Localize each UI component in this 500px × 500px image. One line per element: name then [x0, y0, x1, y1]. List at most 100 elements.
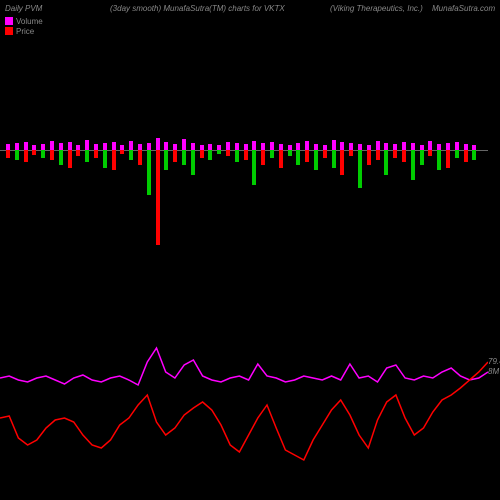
volume-bar: [252, 141, 256, 150]
price-bar: [41, 150, 45, 158]
price-bar: [358, 150, 362, 188]
volume-bar: [147, 143, 151, 150]
legend-volume-row: Volume: [5, 16, 43, 26]
price-bar: [173, 150, 177, 162]
legend-price-swatch: [5, 27, 13, 35]
volume-bar: [270, 142, 274, 150]
volume-bar: [112, 142, 116, 150]
chart-container: Daily PVM (3day smooth) MunafaSutra(TM) …: [0, 0, 500, 500]
legend: Volume Price: [5, 16, 43, 36]
price-bar: [261, 150, 265, 165]
price-bar: [191, 150, 195, 175]
volume-bar: [411, 143, 415, 150]
price-bar: [85, 150, 89, 162]
volume-bar: [332, 140, 336, 150]
price-bar: [340, 150, 344, 175]
pvm-bar-chart: [0, 100, 488, 260]
price-bar: [296, 150, 300, 165]
price-bar: [182, 150, 186, 165]
volume-bar: [191, 143, 195, 150]
price-bar: [156, 150, 160, 245]
price-bar: [138, 150, 142, 165]
price-bar: [94, 150, 98, 158]
price-bar: [305, 150, 309, 162]
legend-price-label: Price: [16, 27, 34, 36]
volume-bar: [446, 143, 450, 150]
legend-volume-swatch: [5, 17, 13, 25]
price-bar: [50, 150, 54, 160]
price-bar: [464, 150, 468, 162]
price-bar: [76, 150, 80, 156]
price-bar: [24, 150, 28, 162]
price-bar: [472, 150, 476, 160]
title-left: Daily PVM: [5, 4, 42, 13]
price-axis-label: 79.47: [488, 357, 500, 366]
price-bar: [376, 150, 380, 160]
volume-bar: [455, 142, 459, 150]
price-bar: [208, 150, 212, 160]
price-bar: [323, 150, 327, 158]
volume-bar: [129, 141, 133, 150]
volume-bar: [85, 140, 89, 150]
price-bar: [226, 150, 230, 156]
title-company: (Viking Therapeutics, Inc.): [330, 4, 423, 13]
volume-bar: [68, 142, 72, 150]
price-bar: [455, 150, 459, 158]
legend-price-row: Price: [5, 26, 43, 36]
price-bar: [200, 150, 204, 158]
title-center: (3day smooth) MunafaSutra(TM) charts for…: [110, 4, 285, 13]
price-bar: [349, 150, 353, 156]
volume-bar: [24, 142, 28, 150]
price-bar: [332, 150, 336, 168]
volume-bar: [164, 142, 168, 150]
volume-bar: [305, 141, 309, 150]
volume-bar: [340, 142, 344, 150]
price-bar: [314, 150, 318, 170]
price-bar: [147, 150, 151, 195]
price-bar: [68, 150, 72, 168]
volume-bar: [349, 143, 353, 150]
price-bar: [217, 150, 221, 154]
price-bar: [437, 150, 441, 170]
price-bar: [6, 150, 10, 158]
price-bar: [428, 150, 432, 156]
legend-volume-label: Volume: [16, 17, 43, 26]
price-bar: [32, 150, 36, 155]
volume-bar: [59, 143, 63, 150]
volume-bar: [402, 142, 406, 150]
volume-bar: [50, 141, 54, 150]
volume-bar: [156, 138, 160, 150]
volume-line: [0, 348, 488, 385]
price-line: [0, 362, 488, 460]
price-bar: [59, 150, 63, 165]
price-bar: [411, 150, 415, 180]
price-bar: [244, 150, 248, 160]
volume-bar: [261, 143, 265, 150]
price-bar: [164, 150, 168, 170]
price-bar: [235, 150, 239, 162]
title-site: MunafaSutra.com: [432, 4, 495, 13]
price-bar: [367, 150, 371, 165]
volume-bar: [384, 143, 388, 150]
price-bar: [384, 150, 388, 175]
volume-bar: [235, 143, 239, 150]
price-bar: [103, 150, 107, 168]
price-volume-line-chart: [0, 340, 488, 480]
price-bar: [288, 150, 292, 156]
price-bar: [129, 150, 133, 160]
price-bar: [279, 150, 283, 168]
price-bar: [270, 150, 274, 158]
price-bar: [420, 150, 424, 165]
price-bar: [446, 150, 450, 168]
volume-bar: [428, 141, 432, 150]
price-bar: [112, 150, 116, 170]
volume-axis-label: 8M: [488, 367, 499, 376]
volume-bar: [376, 141, 380, 150]
volume-bar: [15, 143, 19, 150]
price-bar: [393, 150, 397, 158]
price-bar: [120, 150, 124, 154]
volume-bar: [103, 143, 107, 150]
volume-bar: [296, 143, 300, 150]
price-bar: [252, 150, 256, 185]
price-bar: [402, 150, 406, 162]
